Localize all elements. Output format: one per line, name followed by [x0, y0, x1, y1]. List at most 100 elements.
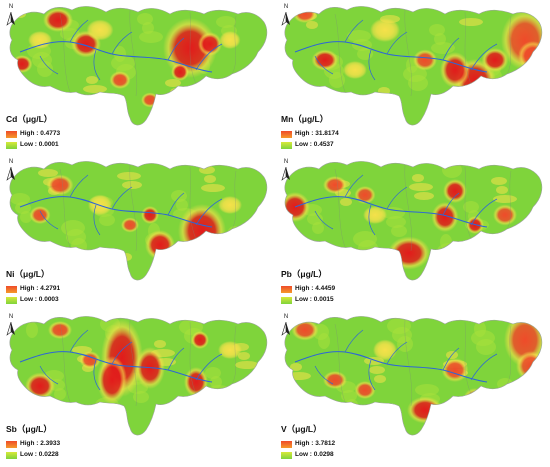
hotspot	[370, 18, 400, 42]
legend-high-swatch	[281, 441, 292, 448]
sub-basin-boundary	[189, 321, 197, 395]
basin-outline	[284, 6, 543, 126]
texture-patch	[497, 378, 513, 390]
tributary-river	[167, 37, 185, 61]
legend-high-swatch	[6, 286, 17, 293]
hotspot	[493, 204, 517, 226]
north-arrow-icon: N	[279, 4, 293, 28]
texture-patch	[369, 366, 385, 374]
hotspot	[388, 236, 430, 270]
hotspot	[293, 6, 317, 23]
texture-patch	[117, 172, 141, 180]
hotspot	[443, 179, 467, 203]
sub-basin-boundary	[59, 13, 71, 93]
tributary-river	[470, 353, 498, 381]
concentration-map-mn	[284, 6, 543, 126]
hotspot	[373, 339, 397, 361]
tributary-river	[111, 31, 133, 55]
texture-patch	[347, 30, 371, 42]
texture-patch	[306, 21, 318, 29]
legend-high-prefix: High :	[20, 440, 41, 447]
texture-patch	[415, 384, 439, 396]
basin-outline	[284, 161, 543, 281]
texture-patch	[86, 76, 98, 84]
tributary-river	[442, 192, 460, 216]
texture-patch	[204, 175, 216, 183]
texture-patch	[182, 400, 194, 416]
sub-basin-boundary	[506, 15, 512, 75]
sub-basin-boundary	[464, 11, 472, 85]
map-panel-sb: N Sb（μg/L） High : 2.3933 Low : 0.0228	[0, 310, 275, 465]
legend-low-value: 0.0015	[313, 296, 334, 303]
texture-patch	[154, 340, 166, 348]
legend-low-value: 0.0001	[38, 141, 59, 148]
tributary-river	[386, 186, 408, 210]
map-panel-pb: N Pb（μg/L） High : 4.4459 Low : 0.0015	[275, 155, 550, 310]
hotspot	[25, 372, 55, 400]
texture-patch	[493, 195, 517, 203]
legend-low-swatch	[281, 142, 292, 149]
element-unit: （μg/L）	[16, 424, 52, 434]
legend-low-text: Low : 0.0298	[295, 451, 334, 458]
element-symbol: Mn	[281, 114, 294, 124]
hotspot	[219, 31, 241, 49]
texture-patch	[375, 96, 399, 104]
legend-low-swatch	[281, 452, 292, 459]
sub-basin-boundary	[506, 325, 512, 385]
tributary-river	[93, 359, 101, 391]
north-arrow-icon: N	[279, 159, 293, 183]
texture-patch	[26, 322, 38, 338]
element-title: Mn（μg/L）	[281, 113, 328, 125]
texture-patch	[462, 99, 474, 107]
hotspot	[363, 206, 387, 224]
sub-basin-boundary	[129, 319, 137, 407]
texture-patch	[374, 375, 386, 383]
texture-patch	[249, 91, 265, 99]
sub-basin-boundary	[231, 15, 237, 75]
tributary-river	[314, 210, 334, 230]
sub-basin-boundary	[334, 13, 346, 93]
legend-low-swatch	[6, 297, 17, 304]
map-panel-cd: N Cd（μg/L） High : 0.4773 Low : 0.0001	[0, 0, 275, 155]
tributary-river	[368, 49, 376, 81]
texture-patch	[244, 82, 264, 90]
north-arrow-shape-icon	[6, 12, 15, 26]
concentration-map-sb	[9, 316, 268, 436]
legend-low-text: Low : 0.0003	[20, 296, 59, 303]
element-title: Cd（μg/L）	[6, 113, 52, 125]
texture-patch	[21, 403, 37, 419]
tributary-river	[314, 55, 334, 75]
legend-low-prefix: Low :	[295, 141, 314, 148]
legend-high-text: High : 31.8174	[295, 130, 339, 137]
concentration-map-v	[284, 316, 543, 436]
texture-patch	[381, 207, 405, 219]
element-unit: （μg/L）	[14, 269, 50, 279]
north-label: N	[8, 159, 14, 165]
legend-high-value: 3.7812	[315, 440, 336, 447]
texture-patch	[179, 319, 203, 335]
north-arrow-icon: N	[4, 4, 18, 28]
texture-patch	[440, 234, 452, 250]
legend-high-text: High : 4.2791	[20, 285, 60, 292]
tributary-river	[470, 43, 498, 71]
texture-patch	[122, 181, 142, 189]
hotspot	[46, 174, 74, 196]
tributary-river	[314, 365, 334, 385]
element-title: V（μg/L）	[281, 423, 322, 435]
texture-patch	[340, 198, 352, 206]
basin-outline	[9, 161, 268, 281]
legend-high-text: High : 2.3933	[20, 440, 60, 447]
legend-low-value: 0.0003	[38, 296, 59, 303]
legend-high-prefix: High :	[295, 130, 316, 137]
legend-low-value: 0.4537	[313, 141, 334, 148]
legend-low-swatch	[281, 297, 292, 304]
concentration-map-pb	[284, 161, 543, 281]
hotspot	[323, 176, 347, 194]
texture-patch	[227, 226, 243, 242]
hotspot	[189, 246, 211, 264]
sub-basin-boundary	[129, 164, 137, 252]
legend-high-prefix: High :	[295, 285, 316, 292]
hotspot	[218, 196, 242, 214]
texture-patch	[502, 387, 514, 399]
legend-low-text: Low : 0.0015	[295, 296, 334, 303]
